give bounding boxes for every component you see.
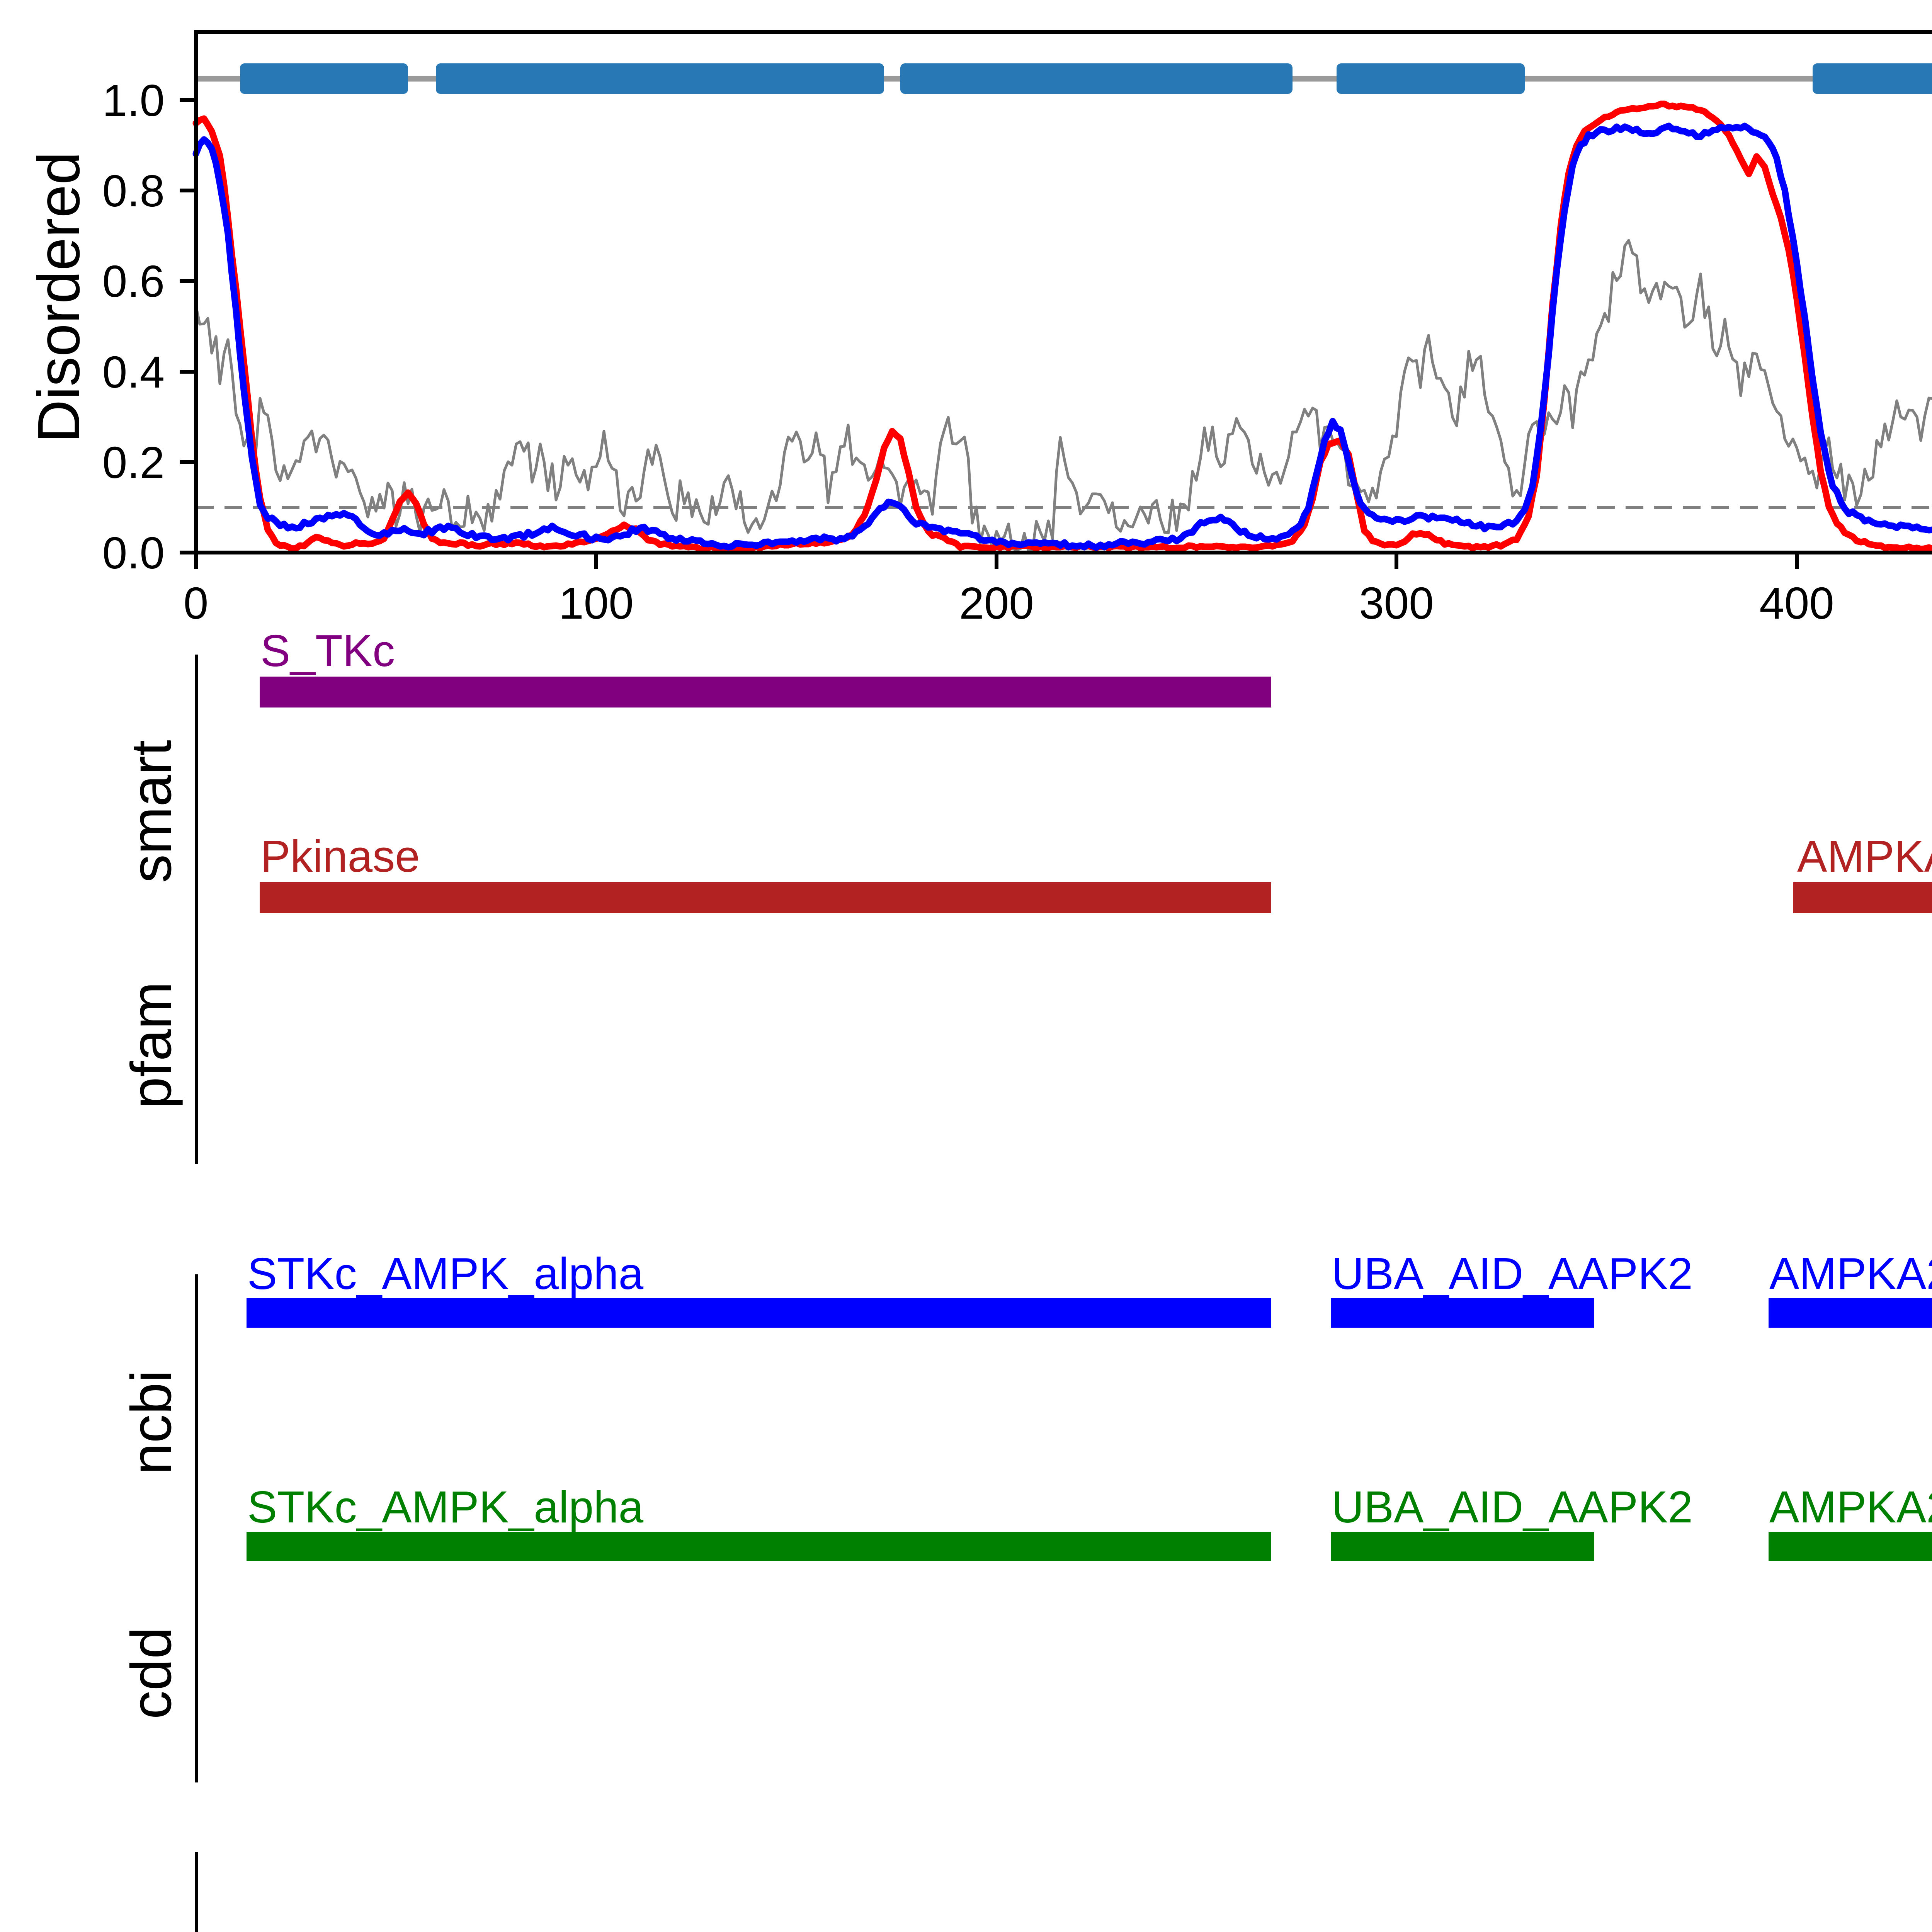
- svg-text:300: 300: [1359, 578, 1434, 628]
- svg-text:0: 0: [184, 578, 209, 628]
- svg-text:0.4: 0.4: [102, 347, 165, 397]
- svg-text:STKc_AMPK_alpha: STKc_AMPK_alpha: [247, 1482, 644, 1532]
- svg-text:cdd: cdd: [119, 1627, 183, 1719]
- svg-text:UBA_AID_AAPK2: UBA_AID_AAPK2: [1332, 1248, 1693, 1299]
- svg-text:ncbi: ncbi: [119, 1370, 183, 1475]
- svg-text:STKc_AMPK_alpha: STKc_AMPK_alpha: [247, 1248, 644, 1299]
- svg-text:200: 200: [959, 578, 1034, 628]
- svg-text:Disordered: Disordered: [26, 151, 92, 442]
- svg-text:400: 400: [1759, 578, 1834, 628]
- svg-text:0.2: 0.2: [102, 437, 165, 488]
- svg-text:pfam: pfam: [119, 981, 183, 1109]
- svg-text:0.0: 0.0: [102, 528, 165, 578]
- svg-text:100: 100: [559, 578, 634, 628]
- svg-text:1.0: 1.0: [102, 75, 165, 126]
- svg-text:UBA_AID_AAPK2: UBA_AID_AAPK2: [1332, 1482, 1693, 1532]
- svg-text:smart: smart: [119, 740, 183, 883]
- svg-text:0.8: 0.8: [102, 166, 165, 216]
- svg-text:AMPKA_C_like superfamily: AMPKA_C_like superfamily: [1797, 831, 1932, 881]
- svg-text:0.6: 0.6: [102, 256, 165, 306]
- svg-text:AMPKA2_C: AMPKA2_C: [1769, 1482, 1932, 1532]
- svg-text:S_TKc: S_TKc: [260, 626, 395, 676]
- svg-text:AMPKA2_C: AMPKA2_C: [1769, 1248, 1932, 1299]
- svg-text:Pkinase: Pkinase: [260, 831, 420, 881]
